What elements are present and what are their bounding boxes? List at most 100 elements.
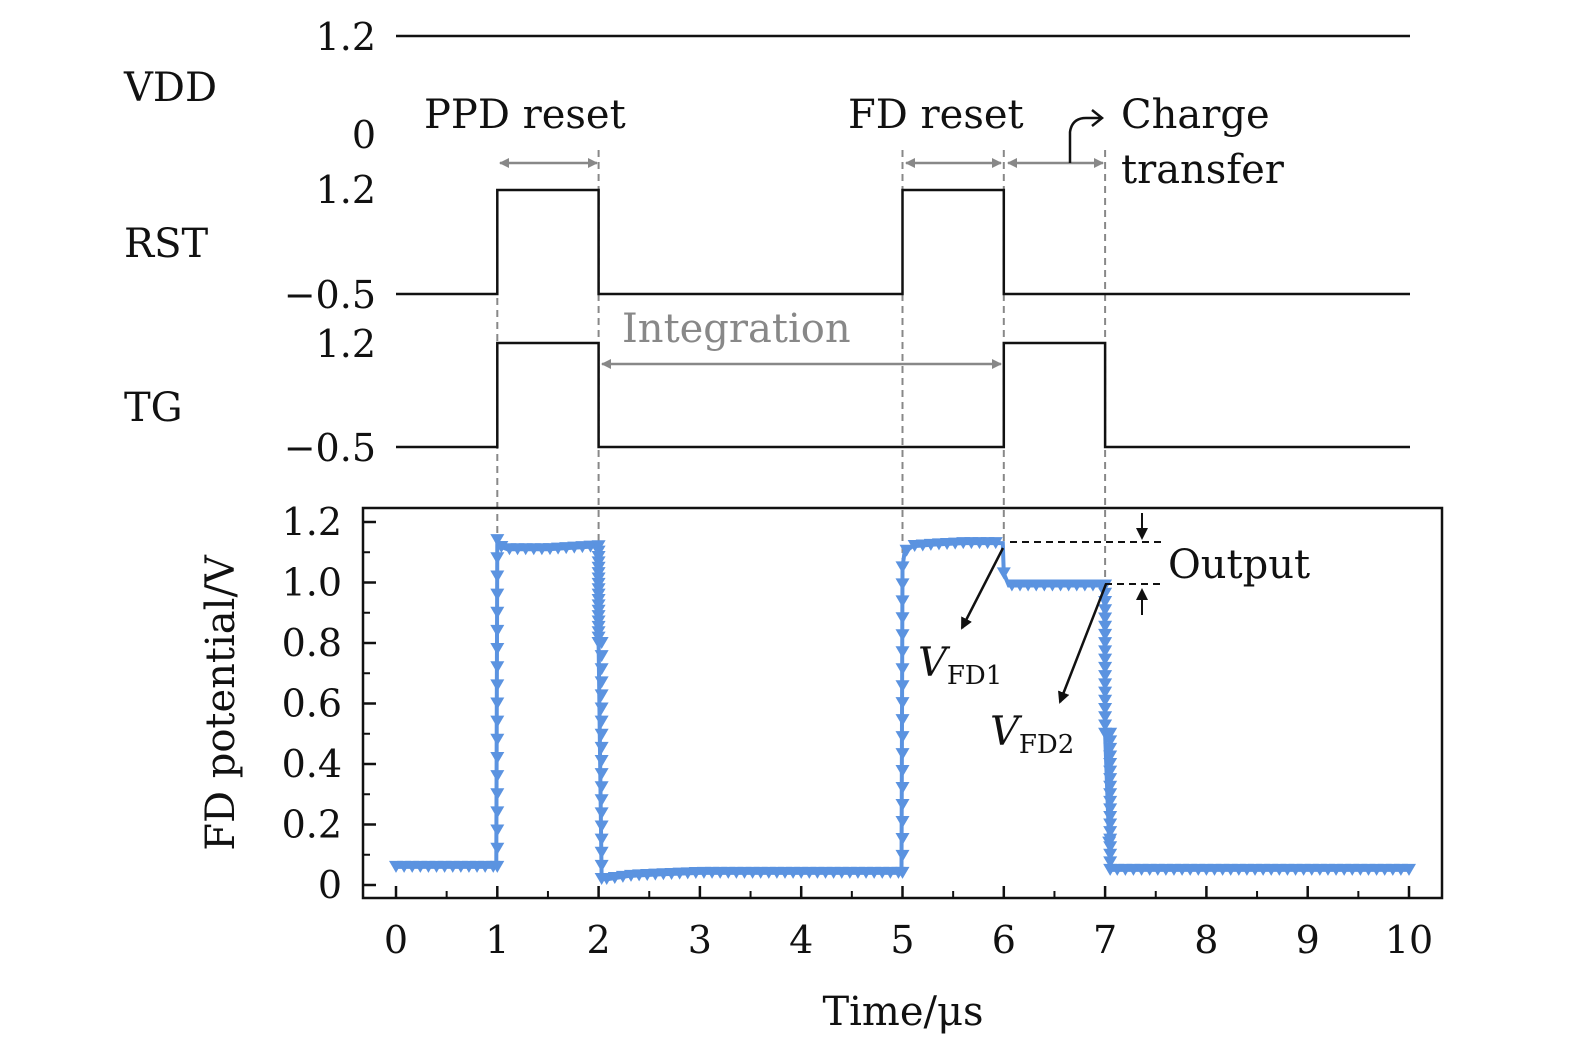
- vfd2-pointer: [1058, 583, 1108, 704]
- series-marker: [1103, 810, 1118, 823]
- x-axis-title: Time/μs: [822, 989, 983, 1035]
- series-line: [396, 539, 1409, 881]
- series-marker: [1098, 670, 1113, 683]
- charge-transfer-label-line2: transfer: [1121, 147, 1285, 193]
- series-marker: [1103, 780, 1118, 793]
- series-marker: [1098, 661, 1113, 674]
- series-marker: [490, 733, 505, 746]
- series-marker: [1103, 735, 1118, 748]
- series-marker: [1098, 595, 1113, 608]
- series-marker: [1103, 841, 1118, 854]
- series-marker: [594, 781, 609, 794]
- series-marker: [895, 561, 910, 574]
- y-tick-label: 0.6: [282, 682, 342, 726]
- series-marker: [1098, 645, 1113, 658]
- series-marker: [1103, 765, 1118, 778]
- x-tick-label: 0: [384, 918, 408, 962]
- series-marker: [1103, 848, 1118, 861]
- series-marker: [594, 650, 609, 663]
- series-marker: [594, 807, 609, 820]
- series-marker: [490, 534, 505, 547]
- series-marker: [1103, 727, 1118, 740]
- series-marker: [490, 842, 505, 855]
- series-marker: [1103, 788, 1118, 801]
- waveform-tg: [396, 341, 1410, 449]
- series-marker: [1103, 818, 1118, 831]
- series-marker: [594, 754, 609, 767]
- series-marker: [490, 661, 505, 674]
- waveform-rst: [396, 188, 1410, 296]
- series-marker: [988, 537, 1003, 550]
- signal-name-vdd: VDD: [123, 65, 217, 111]
- series-marker: [895, 663, 910, 676]
- series-marker: [895, 765, 910, 778]
- x-tick-label: 3: [688, 918, 712, 962]
- series-marker: [895, 629, 910, 642]
- series-marker: [490, 624, 505, 637]
- x-tick-label: 9: [1296, 918, 1320, 962]
- series-marker: [895, 578, 910, 591]
- tg-low-level-label: −0.5: [284, 426, 376, 470]
- vfd-annotations: VFD1 VFD2: [918, 547, 1108, 760]
- integration-label: Integration: [622, 306, 851, 352]
- series-marker: [895, 799, 910, 812]
- series-marker: [1103, 795, 1118, 808]
- series-marker: [490, 570, 505, 583]
- series-marker: [1098, 628, 1113, 641]
- series-marker: [895, 680, 910, 693]
- charge-transfer-pointer-head: [1091, 109, 1105, 127]
- series-marker: [594, 820, 609, 833]
- series-marker: [1098, 719, 1113, 732]
- x-tick-label: 2: [587, 918, 611, 962]
- rst-high-level-label: 1.2: [316, 168, 376, 212]
- output-label: Output: [1168, 542, 1310, 588]
- series-marker: [490, 697, 505, 710]
- series-marker: [1103, 750, 1118, 763]
- series-marker: [490, 552, 505, 565]
- series-marker: [1103, 742, 1118, 755]
- rst-low-level-label: −0.5: [284, 273, 376, 317]
- series-marker: [490, 824, 505, 837]
- series-marker: [1098, 711, 1113, 724]
- series-marker: [1103, 826, 1118, 839]
- signal-waveforms: [396, 34, 1410, 449]
- x-tick-label: 8: [1194, 918, 1218, 962]
- series-marker: [594, 846, 609, 859]
- series-marker: [594, 728, 609, 741]
- x-tick-label: 1: [485, 918, 509, 962]
- series-marker: [895, 849, 910, 862]
- signal-name-rst: RST: [124, 221, 209, 267]
- series-marker: [594, 872, 609, 885]
- vfd2-label: VFD2: [990, 709, 1074, 760]
- x-tick-label: 7: [1093, 918, 1117, 962]
- series-marker: [594, 859, 609, 872]
- series-marker: [895, 815, 910, 828]
- series-marker: [1103, 758, 1118, 770]
- output-annotation: Output: [1010, 513, 1310, 615]
- series-marker: [594, 702, 609, 715]
- ppd-reset-label: PPD reset: [424, 92, 626, 138]
- series-marker: [1098, 637, 1113, 650]
- series-marker: [594, 768, 609, 781]
- y-tick-label: 0.8: [282, 621, 342, 665]
- series-marker: [1098, 604, 1113, 617]
- series-marker: [895, 714, 910, 727]
- series-marker: [490, 751, 505, 764]
- series-marker: [1103, 803, 1118, 816]
- series-marker: [1098, 587, 1113, 600]
- charge-transfer-label-line1: Charge: [1121, 92, 1270, 138]
- x-tick-label: 10: [1385, 918, 1433, 962]
- y-axis-title: FD potential/V: [198, 554, 244, 851]
- fd-reset-label: FD reset: [848, 92, 1024, 138]
- vdd-low-level-label: 0: [352, 113, 376, 157]
- series-marker: [594, 676, 609, 689]
- vdd-high-level-label: 1.2: [316, 15, 376, 59]
- series-marker: [895, 782, 910, 795]
- vfd1-pointer: [960, 547, 1005, 630]
- series-marker: [1103, 833, 1118, 846]
- series-marker: [490, 860, 505, 873]
- x-tick-label: 5: [890, 918, 914, 962]
- tg-high-level-label: 1.2: [316, 322, 376, 366]
- phase-arrows: [499, 109, 1105, 369]
